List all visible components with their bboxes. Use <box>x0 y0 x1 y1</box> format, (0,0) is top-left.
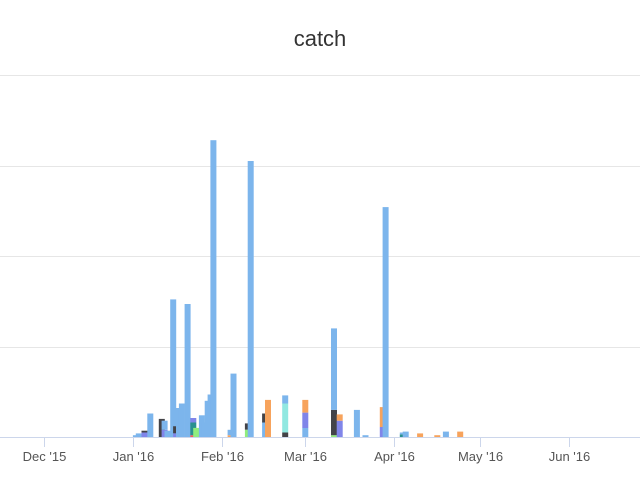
bar-2016-03-29-blue <box>382 207 389 437</box>
bar-2016-02-17-orange <box>265 399 271 437</box>
x-tick-label-7: Jun '16 <box>549 449 591 464</box>
bar-2016-03-19-blue <box>353 409 360 437</box>
chart-title: catch <box>293 26 347 51</box>
bar-2016-01-07-blue <box>147 413 154 437</box>
bar-2016-01-18-blue <box>178 403 185 437</box>
bar-2016-04-10-orange <box>417 433 424 437</box>
x-tick-label-2: Jan '16 <box>113 449 155 464</box>
bar-2016-03-01-purple <box>302 412 309 428</box>
bar-2016-01-05-purple <box>141 432 148 437</box>
bar-2016-02-23-cyan <box>282 403 289 433</box>
bar-2016-01-03-blue <box>135 433 142 437</box>
bar-2016-03-01-blue <box>302 427 309 437</box>
bar-2016-01-23-green <box>193 427 200 437</box>
bar-2016-01-22-purple <box>190 418 197 423</box>
bar-group <box>132 140 464 437</box>
bar-2016-03-22-blue <box>362 435 369 437</box>
bar-2016-02-05-blue <box>230 373 237 437</box>
bar-2016-04-19-blue <box>442 431 449 437</box>
bar-2016-01-12-blue <box>161 420 168 430</box>
bar-2016-01-15-blue <box>170 299 177 437</box>
bar-2016-01-20-blue <box>184 304 191 437</box>
bar-2016-01-29-blue <box>210 140 217 437</box>
bar-2016-01-05-black <box>141 430 148 433</box>
bar-2016-01-13-blue <box>164 430 171 437</box>
bar-2016-02-11-blue <box>247 161 254 437</box>
bar-2016-03-11-black <box>331 409 337 436</box>
x-tick-label-4: Mar '16 <box>284 449 327 464</box>
bar-2016-04-16-orange <box>434 435 441 437</box>
x-tick-label-3: Feb '16 <box>201 449 244 464</box>
gridlines <box>0 75 640 348</box>
bar-2016-03-01-orange <box>302 399 309 413</box>
x-tick-label-1: Dec '15 <box>23 449 67 464</box>
bar-2016-02-23-blue <box>282 395 289 404</box>
bar-2016-02-23-black <box>282 432 289 437</box>
bar-2016-03-11-blue <box>331 328 337 410</box>
bar-2016-03-13-purple <box>336 420 343 437</box>
x-tick-label-6: May '16 <box>458 449 503 464</box>
bar-2016-04-24-orange <box>457 431 464 437</box>
bar-2016-03-13-orange <box>336 414 343 421</box>
bar-2016-03-11-green <box>331 435 337 437</box>
x-tick-label-5: Apr '16 <box>374 449 415 464</box>
bar-2016-04-05-blue <box>402 431 409 437</box>
